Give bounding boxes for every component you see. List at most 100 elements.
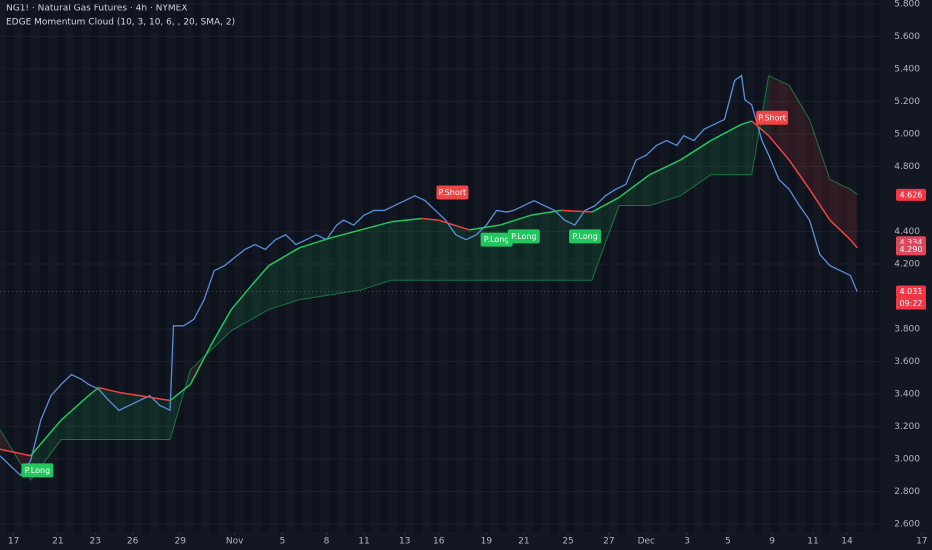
session-band bbox=[6, 0, 14, 532]
signal-label: P.Long bbox=[511, 232, 536, 241]
x-tick-label: 3 bbox=[684, 537, 690, 547]
average-segment bbox=[98, 386, 120, 394]
session-band bbox=[40, 0, 48, 532]
average-segment bbox=[169, 383, 191, 402]
y-tick-label: 5.400 bbox=[894, 65, 920, 75]
average-segment bbox=[741, 120, 752, 126]
x-tick-label: 5 bbox=[279, 537, 285, 547]
x-tick-label: 21 bbox=[518, 537, 529, 547]
session-band bbox=[329, 0, 337, 532]
x-tick-label: 16 bbox=[433, 537, 445, 547]
price-label-bg bbox=[896, 243, 926, 256]
signal-label: P.Long bbox=[572, 232, 597, 241]
average-segment bbox=[210, 309, 232, 346]
y-tick-label: 4.400 bbox=[894, 227, 920, 237]
average-segment bbox=[768, 135, 790, 161]
y-tick-label: 3.000 bbox=[894, 455, 920, 465]
average-segment bbox=[329, 229, 361, 239]
y-tick-label: 5.600 bbox=[894, 32, 920, 42]
x-tick-label: 25 bbox=[562, 537, 573, 547]
session-band bbox=[448, 0, 456, 532]
session-band bbox=[839, 0, 847, 532]
cloud-segment bbox=[119, 392, 150, 440]
session-band bbox=[618, 0, 626, 532]
y-tick-label: 3.200 bbox=[894, 422, 920, 432]
cloud-segment bbox=[329, 229, 361, 295]
session-band bbox=[567, 0, 575, 532]
x-tick-label: 11 bbox=[807, 537, 818, 547]
session-band bbox=[703, 0, 711, 532]
session-band bbox=[499, 0, 507, 532]
session-band bbox=[244, 0, 252, 532]
cloud-segment bbox=[61, 395, 89, 440]
cloud-segment bbox=[438, 220, 470, 281]
session-band bbox=[278, 0, 286, 532]
price-label-bg bbox=[896, 285, 926, 298]
session-band bbox=[516, 0, 524, 532]
session-band bbox=[363, 0, 371, 532]
y-tick-label: 2.600 bbox=[894, 520, 920, 530]
average-segment bbox=[189, 344, 212, 385]
cloud-segment bbox=[809, 119, 830, 221]
session-band bbox=[125, 0, 133, 532]
average-segment bbox=[561, 209, 592, 213]
session-band bbox=[822, 0, 830, 532]
average-segment bbox=[808, 188, 831, 221]
x-tick-label: 29 bbox=[175, 537, 187, 547]
session-band bbox=[686, 0, 694, 532]
x-tick-label: 21 bbox=[52, 537, 63, 547]
session-band bbox=[74, 0, 82, 532]
session-band bbox=[159, 0, 167, 532]
session-band bbox=[771, 0, 779, 532]
countdown-bg bbox=[896, 297, 926, 310]
average-segment bbox=[849, 239, 858, 249]
cloud-segment bbox=[149, 397, 171, 440]
cloud-segment bbox=[561, 210, 592, 281]
cloud-band-line bbox=[0, 74, 858, 482]
average-segment bbox=[230, 284, 253, 311]
average-segment bbox=[87, 386, 100, 397]
session-band bbox=[635, 0, 643, 532]
average-segment bbox=[421, 217, 439, 221]
cloud-segment bbox=[680, 140, 711, 196]
session-band bbox=[584, 0, 592, 532]
average-segment bbox=[649, 159, 681, 176]
average-segment bbox=[391, 217, 422, 223]
session-band bbox=[805, 0, 813, 532]
y-tick-label: 5.000 bbox=[894, 130, 920, 140]
average-segment bbox=[469, 224, 501, 231]
signal-tag bbox=[756, 110, 789, 125]
signal-tag bbox=[21, 463, 54, 478]
x-tick-label: 14 bbox=[841, 537, 853, 547]
x-tick-label: 11 bbox=[358, 537, 369, 547]
price-label: 4.031 bbox=[900, 287, 923, 296]
signal-tag bbox=[436, 185, 469, 200]
session-band bbox=[57, 0, 65, 532]
price-label: 4.626 bbox=[900, 190, 923, 199]
cloud-segment bbox=[391, 218, 422, 281]
y-tick-label: 3.800 bbox=[894, 325, 920, 335]
average-segment bbox=[360, 221, 392, 231]
session-band bbox=[23, 0, 31, 532]
cloud-segment bbox=[268, 247, 300, 310]
signal-label: P.Long bbox=[25, 466, 50, 475]
cloud-segment bbox=[421, 218, 439, 281]
average-segment bbox=[118, 391, 150, 399]
session-band bbox=[754, 0, 762, 532]
y-tick-label: 3.600 bbox=[894, 357, 920, 367]
x-tick-label: Nov bbox=[226, 537, 244, 547]
cloud-segment bbox=[741, 121, 752, 175]
session-band bbox=[533, 0, 541, 532]
average-segment bbox=[829, 219, 851, 241]
signal-tag bbox=[507, 229, 540, 244]
average-segment bbox=[751, 120, 770, 137]
x-tick-label: 5 bbox=[725, 537, 731, 547]
y-tick-label: 3.400 bbox=[894, 390, 920, 400]
session-band bbox=[720, 0, 728, 532]
chart-title: NG1! · Natural Gas Futures · 4h · NYMEX bbox=[6, 4, 188, 14]
average-segment bbox=[299, 237, 331, 249]
average-segment bbox=[679, 139, 712, 161]
average-segment bbox=[618, 174, 651, 199]
session-band bbox=[652, 0, 660, 532]
